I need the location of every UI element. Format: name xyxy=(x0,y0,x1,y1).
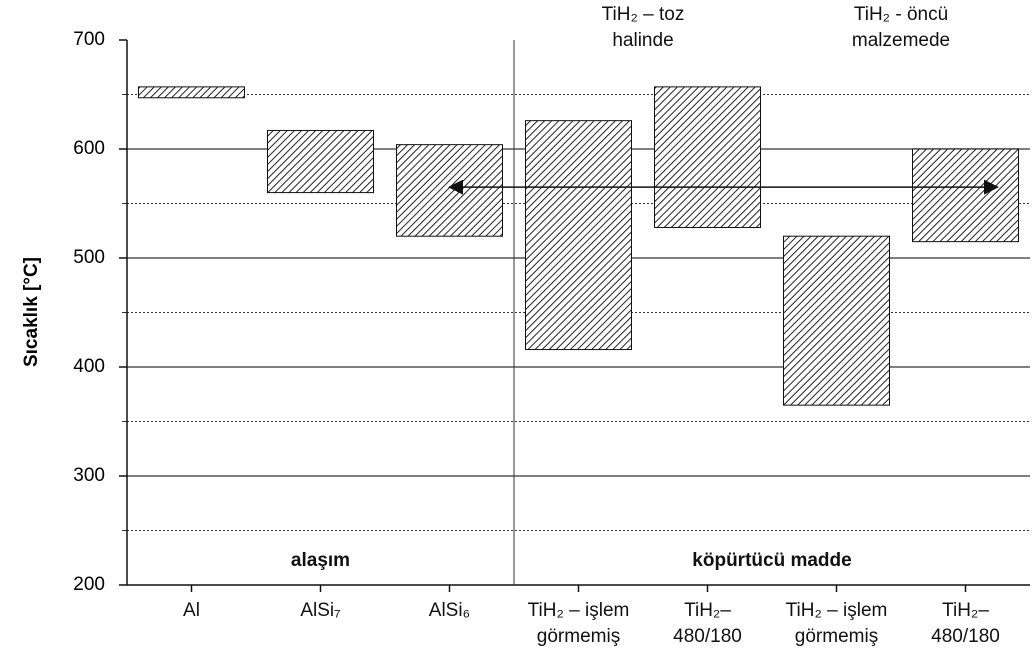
group-header: TiH₂ - öncü malzemede xyxy=(851,4,951,51)
range-bar xyxy=(525,120,632,351)
y-tick-label: 200 xyxy=(73,574,105,595)
y-tick-label: 700 xyxy=(73,29,105,50)
y-tick-label: 500 xyxy=(73,247,105,268)
range-bar xyxy=(654,86,761,228)
x-tick-label: Al xyxy=(183,600,200,621)
range-bar xyxy=(138,86,245,99)
x-tick-label: AlSi₇ xyxy=(300,600,341,621)
group-label: alaşım xyxy=(290,550,351,571)
group-label: köpürtücü madde xyxy=(692,550,852,571)
x-tick-label: AlSi₆ xyxy=(428,600,471,621)
group-header: TiH₂ – toz halinde xyxy=(601,4,685,51)
range-bar xyxy=(396,144,503,237)
x-tick-label: TiH₂ – işlem görmemiş xyxy=(785,600,888,647)
range-bar xyxy=(783,235,890,406)
range-bar xyxy=(912,148,1019,243)
x-tick-label: TiH₂–480/180 xyxy=(931,600,1000,647)
x-tick-label: TiH₂–480/180 xyxy=(673,600,742,647)
y-tick-label: 400 xyxy=(73,356,105,377)
x-tick-label: TiH₂ – işlem görmemiş xyxy=(527,600,630,647)
range-bar xyxy=(267,129,374,194)
y-tick-label: 300 xyxy=(73,465,105,486)
y-tick-label: 600 xyxy=(73,138,105,159)
y-axis-title: Sıcaklık [°C] xyxy=(21,257,42,367)
